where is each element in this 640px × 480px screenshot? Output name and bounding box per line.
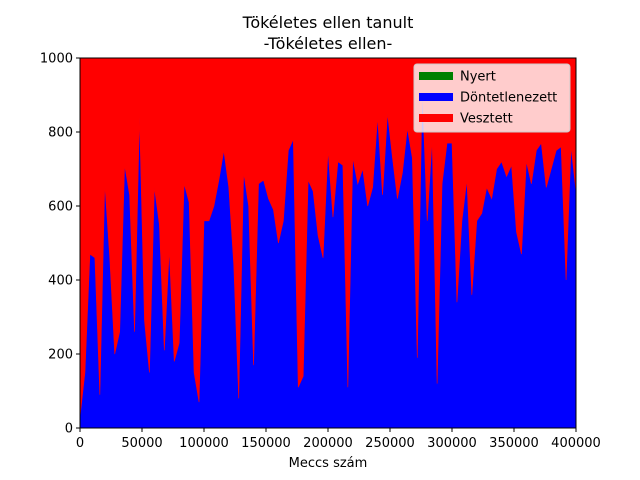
chart-title: Tökéletes ellen tanult bbox=[242, 13, 414, 32]
legend-label: Nyert bbox=[460, 70, 496, 85]
x-tick-label: 250000 bbox=[365, 436, 415, 451]
x-tick-label: 150000 bbox=[241, 436, 291, 451]
x-axis: 0 50000 100000 150000 200000 250000 300000 3500… bbox=[76, 428, 601, 451]
y-axis: 0 200 400 600 800 1000 bbox=[40, 52, 80, 437]
x-tick-label: 350000 bbox=[489, 436, 539, 451]
chart-subtitle: -Tökéletes ellen- bbox=[264, 34, 393, 53]
x-tick-label: 400000 bbox=[551, 436, 601, 451]
legend-label: Döntetlenezett bbox=[460, 91, 557, 106]
x-tick-label: 100000 bbox=[179, 436, 229, 451]
x-tick-label: 50000 bbox=[121, 436, 162, 451]
y-tick-label: 0 bbox=[65, 422, 73, 437]
y-tick-label: 400 bbox=[48, 274, 73, 289]
legend-swatch bbox=[419, 114, 453, 122]
y-tick-label: 1000 bbox=[40, 52, 73, 67]
y-tick-label: 600 bbox=[48, 200, 73, 215]
x-tick-label: 200000 bbox=[303, 436, 353, 451]
x-tick-label: 0 bbox=[76, 436, 84, 451]
y-tick-label: 200 bbox=[48, 348, 73, 363]
legend-swatch bbox=[419, 72, 453, 80]
legend: Nyert Döntetlenezett Vesztett bbox=[413, 63, 571, 133]
legend-label: Vesztett bbox=[460, 112, 513, 127]
x-tick-label: 300000 bbox=[427, 436, 477, 451]
y-tick-label: 800 bbox=[48, 126, 73, 141]
legend-swatch bbox=[419, 93, 453, 101]
x-axis-label: Meccs szám bbox=[289, 456, 368, 471]
